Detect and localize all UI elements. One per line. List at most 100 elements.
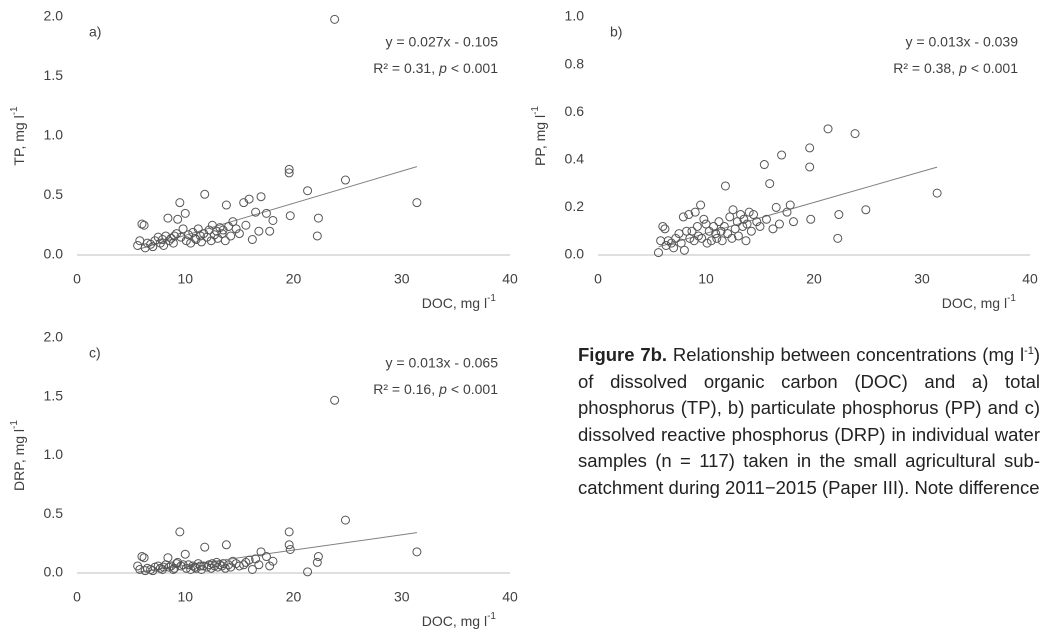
- data-point: [265, 226, 275, 236]
- data-point: [720, 181, 730, 191]
- data-point: [195, 561, 205, 571]
- data-point: [702, 238, 712, 248]
- x-axis-label: DOC, mg l-1: [422, 611, 497, 629]
- r2-label: R² = 0.38,: [893, 60, 955, 76]
- p-value: < 0.001: [451, 60, 498, 76]
- data-point: [226, 231, 236, 241]
- data-point: [768, 224, 778, 234]
- equation: y = 0.027x - 0.105: [386, 34, 499, 50]
- y-tick-label: 1.0: [44, 446, 64, 462]
- x-axis-label-text: DOC, mg l: [942, 295, 1007, 311]
- r2-label: R² = 0.31,: [373, 60, 435, 76]
- data-point: [218, 559, 228, 569]
- data-point: [215, 223, 225, 233]
- data-point: [196, 237, 206, 247]
- data-point: [739, 214, 749, 224]
- data-point: [699, 214, 709, 224]
- data-point: [312, 557, 322, 567]
- x-axis-label-sup: -1: [487, 293, 496, 304]
- data-point: [741, 236, 751, 246]
- data-point: [823, 124, 833, 134]
- y-tick-label: 0.0: [44, 246, 64, 262]
- data-point: [749, 210, 759, 220]
- data-point: [161, 231, 171, 241]
- panel-label: b): [610, 24, 622, 40]
- data-point: [175, 527, 185, 537]
- data-point: [752, 217, 762, 227]
- data-point: [732, 217, 742, 227]
- data-point: [195, 231, 205, 241]
- data-point: [656, 236, 666, 246]
- data-point: [412, 547, 422, 557]
- data-point: [265, 561, 275, 571]
- x-tick-label: 30: [914, 271, 930, 287]
- x-tick-label: 20: [286, 271, 302, 287]
- data-point: [785, 200, 795, 210]
- data-point: [759, 160, 769, 170]
- data-point: [761, 214, 771, 224]
- data-point: [669, 243, 679, 253]
- y-axis-label-text: PP, mg l: [532, 115, 548, 166]
- data-point: [690, 207, 700, 217]
- x-axis-label-sup: -1: [1007, 293, 1016, 304]
- y-tick-label: 1.0: [565, 8, 585, 24]
- data-point: [706, 236, 716, 246]
- data-point: [146, 564, 156, 574]
- data-point: [268, 215, 278, 225]
- data-point: [247, 564, 257, 574]
- data-point: [163, 553, 173, 563]
- caption-label: Figure 7b.: [578, 344, 668, 366]
- caption-text: ) of dissolved organ­ic carbon (DOC) and…: [578, 344, 1041, 498]
- data-point: [285, 545, 295, 554]
- data-point: [159, 240, 169, 250]
- data-point: [711, 229, 721, 239]
- data-point: [733, 231, 743, 241]
- panel-label: c): [89, 345, 101, 361]
- data-point: [221, 540, 231, 550]
- y-tick-label: 1.0: [44, 127, 64, 143]
- data-point: [254, 226, 264, 236]
- x-axis-label-sup: -1: [487, 611, 496, 622]
- data-point: [693, 231, 703, 241]
- y-tick-label: 0.0: [44, 564, 64, 580]
- data-point: [139, 553, 149, 563]
- caption: Figure 7b. Relationship between con­cent…: [578, 338, 1040, 501]
- x-tick-label: 10: [698, 271, 714, 287]
- x-tick-label: 0: [73, 589, 81, 605]
- data-point: [137, 219, 147, 229]
- data-point: [200, 189, 210, 199]
- x-tick-label: 40: [502, 271, 518, 287]
- data-point: [834, 210, 844, 220]
- data-point: [244, 555, 254, 565]
- data-point: [268, 556, 278, 566]
- data-point: [412, 198, 422, 208]
- data-point: [340, 175, 350, 185]
- y-tick-label: 1.5: [44, 387, 64, 403]
- caption-sup: -1: [1024, 345, 1034, 357]
- caption-text: Relationship between con­centrations (mg…: [672, 344, 1025, 366]
- equation: y = 0.013x - 0.065: [386, 355, 499, 371]
- data-point: [692, 221, 702, 231]
- data-point: [712, 233, 722, 243]
- data-point: [284, 540, 294, 550]
- x-tick-label: 20: [806, 271, 822, 287]
- data-point: [714, 217, 724, 227]
- data-point: [932, 188, 942, 198]
- data-point: [697, 233, 707, 243]
- data-point: [313, 213, 323, 223]
- data-point: [313, 552, 323, 562]
- data-point: [181, 236, 191, 246]
- data-point: [303, 567, 313, 577]
- x-tick-label: 20: [286, 589, 302, 605]
- x-axis-label-text: DOC, mg l: [422, 613, 487, 629]
- data-point: [312, 231, 322, 241]
- data-point: [736, 210, 746, 220]
- data-point: [774, 219, 784, 229]
- x-axis-label-text: DOC, mg l: [422, 295, 487, 311]
- data-point: [771, 202, 781, 212]
- data-point: [777, 150, 787, 160]
- data-point: [806, 214, 816, 224]
- data-point: [231, 224, 241, 234]
- data-point: [728, 205, 738, 215]
